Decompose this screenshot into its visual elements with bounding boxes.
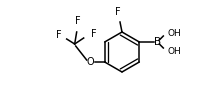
Text: F: F	[91, 29, 96, 39]
Text: O: O	[87, 57, 95, 67]
Text: F: F	[115, 7, 121, 17]
Text: F: F	[75, 16, 81, 26]
Text: OH: OH	[167, 28, 181, 37]
Text: F: F	[56, 30, 61, 40]
Text: OH: OH	[167, 46, 181, 56]
Text: B: B	[154, 37, 161, 47]
